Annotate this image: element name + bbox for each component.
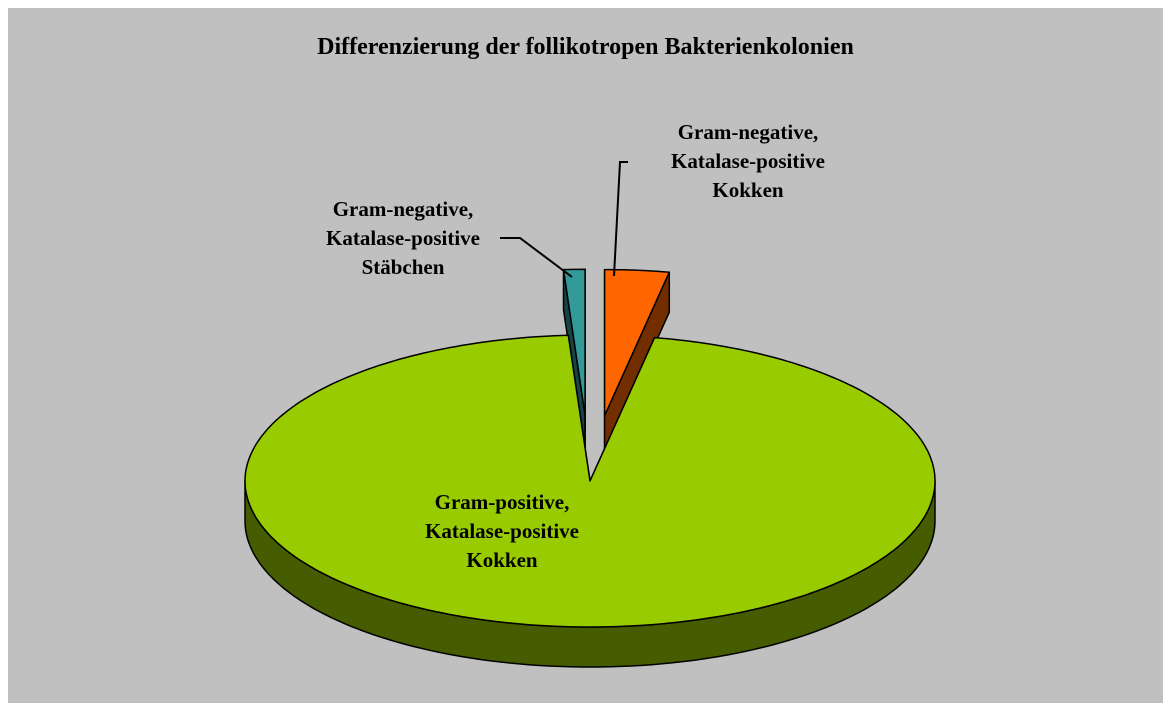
- chart-title: Differenzierung der follikotropen Bakter…: [317, 34, 854, 60]
- slice-label: Gram-negative, Katalase-positive Kokken: [671, 120, 825, 202]
- slice: [244, 334, 936, 628]
- slice: [603, 268, 671, 417]
- leader-line: [613, 161, 628, 277]
- slice-label: Gram-negative, Katalase-positive Stäbche…: [326, 197, 480, 279]
- slice-label: Gram-positive, Katalase-positive Kokken: [425, 490, 579, 572]
- leader-line: [500, 237, 573, 278]
